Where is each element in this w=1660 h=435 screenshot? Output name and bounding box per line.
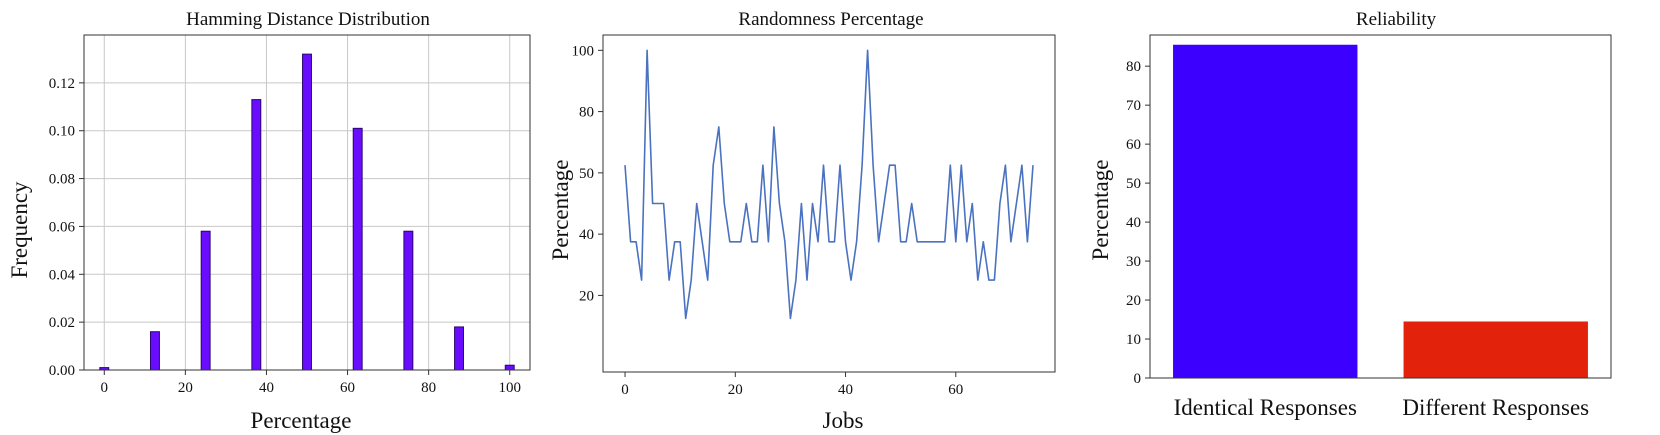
hamming-chart: Hamming Distance Distribution 0 20 40 60 80 1… [7, 9, 531, 433]
category-label: Different Responses [1402, 395, 1589, 420]
y-tick-label: 80 [1126, 59, 1141, 75]
y-tick-label: 0.04 [49, 267, 76, 283]
histogram-bar [454, 326, 465, 371]
histogram-bar [403, 230, 414, 371]
histogram-bar [302, 53, 312, 371]
histogram-bar [251, 99, 262, 371]
y-tick-label: 0.02 [49, 315, 75, 331]
hamming-plot-frame [83, 34, 531, 371]
x-tick-label: 60 [340, 380, 355, 396]
reliability-bar [1173, 44, 1358, 378]
hamming-ticks: 0 20 40 60 80 100 0.00 0.02 0.04 0.06 0.08 0.10 0.12 [49, 76, 521, 396]
y-tick-label: 30 [1126, 254, 1141, 270]
x-tick-label: 100 [498, 380, 521, 396]
y-tick-label: 0.00 [49, 363, 75, 379]
randomness-chart-title: Randomness Percentage [738, 9, 923, 30]
y-tick-label: 70 [1126, 98, 1141, 114]
histogram-bar [352, 127, 363, 371]
randomness-line [624, 49, 1034, 320]
histogram-bar [200, 230, 211, 371]
y-tick-label: 50 [1126, 176, 1141, 192]
histogram-bar [149, 331, 160, 371]
hamming-x-axis-label: Percentage [251, 408, 352, 433]
y-tick-label: 100 [572, 43, 595, 59]
y-tick-label: 0.10 [49, 124, 75, 140]
randomness-x-axis-label: Jobs [823, 408, 864, 433]
x-tick-label: 40 [838, 382, 853, 398]
x-tick-label: 20 [728, 382, 743, 398]
y-tick-label: 10 [1126, 332, 1141, 348]
x-tick-label: 0 [101, 380, 109, 396]
y-tick-label: 80 [579, 105, 594, 121]
reliability-y-axis-label: Percentage [1088, 160, 1113, 261]
x-tick-label: 80 [421, 380, 436, 396]
randomness-series [624, 49, 1034, 320]
y-tick-label: 60 [1126, 137, 1141, 153]
x-tick-label: 0 [621, 382, 629, 398]
reliability-chart: Reliability 0 10 20 30 40 50 60 70 80 Identical R… [1088, 9, 1612, 420]
randomness-ticks: 0 20 40 60 20 40 50 80 100 [572, 43, 964, 398]
hamming-y-axis-label: Frequency [7, 181, 32, 279]
y-tick-label: 50 [579, 166, 594, 182]
y-tick-label: 20 [1126, 293, 1141, 309]
randomness-y-axis-label: Percentage [548, 160, 573, 261]
hamming-chart-title: Hamming Distance Distribution [186, 9, 430, 30]
y-tick-label: 0.08 [49, 172, 75, 188]
x-tick-label: 40 [259, 380, 274, 396]
y-tick-label: 40 [579, 227, 594, 243]
x-tick-label: 60 [948, 382, 963, 398]
reliability-chart-title: Reliability [1356, 9, 1437, 30]
reliability-bars [1173, 44, 1588, 378]
y-tick-label: 0 [1134, 371, 1142, 387]
reliability-plot-frame [1149, 34, 1612, 379]
y-tick-label: 0.12 [49, 76, 75, 92]
reliability-ticks: 0 10 20 30 40 50 60 70 80 Identical Responses Diff… [1126, 59, 1589, 420]
randomness-plot-frame [602, 34, 1056, 373]
reliability-bar [1403, 321, 1588, 378]
histogram-bar [504, 364, 515, 371]
y-tick-label: 40 [1126, 215, 1141, 231]
randomness-chart: Randomness Percentage 0 20 40 60 20 40 50 80 100… [548, 9, 1056, 433]
y-tick-label: 20 [579, 288, 594, 304]
y-tick-label: 0.06 [49, 219, 76, 235]
category-label: Identical Responses [1174, 395, 1357, 420]
x-tick-label: 20 [178, 380, 193, 396]
